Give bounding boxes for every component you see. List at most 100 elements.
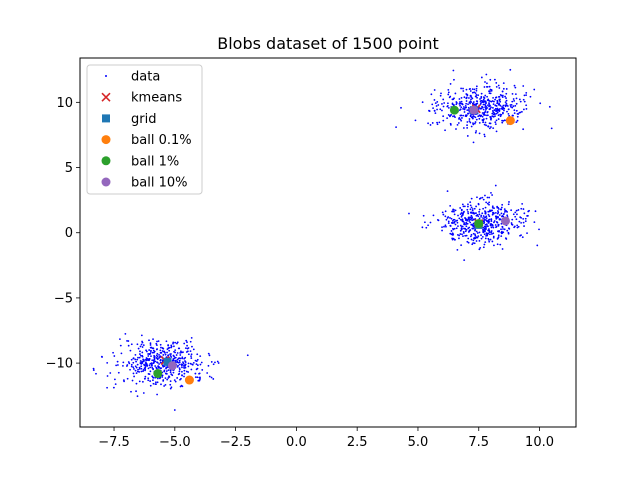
data-point	[150, 346, 153, 349]
data-point	[447, 88, 450, 91]
data-point	[522, 128, 525, 131]
data-point	[127, 340, 130, 342]
data-point	[513, 112, 516, 115]
data-point	[482, 215, 485, 217]
data-point	[457, 122, 460, 124]
data-point	[486, 225, 488, 227]
data-point	[508, 227, 511, 230]
data-point	[194, 376, 197, 379]
data-point	[481, 212, 484, 215]
data-point	[174, 351, 177, 354]
y-tick-label: −5	[54, 291, 73, 306]
data-point	[210, 376, 213, 379]
data-point	[464, 230, 467, 233]
data-point	[514, 104, 517, 107]
data-point	[199, 376, 201, 379]
data-point	[505, 92, 508, 95]
data-point	[475, 87, 478, 90]
data-point	[196, 376, 199, 379]
data-point	[473, 242, 476, 245]
x-tick-label: −7.5	[98, 435, 130, 450]
data-point	[95, 372, 97, 375]
data-point	[495, 215, 497, 218]
data-point	[477, 235, 480, 238]
data-point	[483, 221, 486, 224]
x-axis-ticks: −7.5 −5.0 −2.5 0.0 2.5 5.0 7.5 10.0	[98, 427, 554, 450]
data-point	[500, 215, 503, 218]
data-point	[468, 220, 471, 222]
data-point	[484, 106, 487, 109]
data-point	[152, 368, 155, 370]
data-point	[488, 240, 491, 243]
data-point	[459, 118, 462, 121]
data-point	[524, 217, 527, 220]
data-point	[437, 219, 440, 222]
data-point	[494, 224, 497, 226]
data-point	[471, 209, 474, 212]
data-point	[480, 114, 483, 117]
data-point	[504, 101, 507, 104]
data-point	[533, 221, 536, 224]
data-point	[185, 339, 188, 342]
data-point	[483, 135, 486, 138]
data-point	[158, 363, 160, 365]
data-point	[470, 101, 473, 103]
data-point	[466, 109, 469, 112]
data-point	[190, 353, 193, 356]
data-point	[484, 223, 487, 226]
data-point	[161, 374, 164, 377]
data-point	[473, 122, 476, 125]
data-point	[216, 360, 219, 363]
data-point	[484, 230, 486, 233]
data-point	[488, 92, 491, 95]
data-point	[469, 95, 472, 97]
data-point	[446, 117, 449, 120]
data-point	[489, 233, 491, 236]
data-point	[486, 196, 489, 199]
data-point	[92, 369, 95, 371]
data-point	[521, 236, 524, 239]
data-point	[125, 365, 128, 367]
data-point	[501, 96, 504, 98]
data-point	[439, 94, 442, 97]
data-point	[459, 229, 462, 232]
data-point	[497, 114, 500, 117]
data-point	[498, 103, 501, 106]
data-point	[134, 365, 137, 368]
data-point	[132, 357, 135, 360]
data-point	[190, 337, 193, 339]
data-point	[523, 100, 526, 103]
data-point	[173, 345, 175, 348]
data-point	[489, 238, 492, 241]
data-point	[476, 232, 479, 234]
data-point	[467, 211, 469, 213]
data-point	[520, 216, 523, 219]
data-point	[139, 350, 141, 353]
data-point	[446, 190, 449, 193]
data-point	[482, 230, 484, 233]
data-point	[495, 85, 498, 88]
data-point	[453, 227, 456, 230]
data-point	[449, 204, 452, 207]
data-point	[451, 219, 454, 222]
data-point	[147, 377, 150, 380]
data-point	[427, 224, 429, 227]
y-tick-label: −10	[46, 357, 73, 372]
data-point	[490, 226, 493, 229]
data-point	[434, 102, 437, 105]
data-point	[468, 101, 471, 104]
data-point	[498, 230, 500, 233]
data-point	[478, 132, 481, 135]
data-point	[149, 384, 152, 387]
data-point	[484, 210, 486, 212]
data-point	[116, 360, 119, 363]
data-point	[127, 344, 130, 347]
data-point	[167, 347, 170, 350]
data-point	[187, 365, 190, 368]
data-point	[159, 351, 162, 354]
data-point	[465, 234, 468, 237]
data-point	[470, 217, 473, 220]
data-point	[137, 356, 139, 359]
data-point	[491, 206, 494, 209]
data-point	[475, 85, 478, 88]
